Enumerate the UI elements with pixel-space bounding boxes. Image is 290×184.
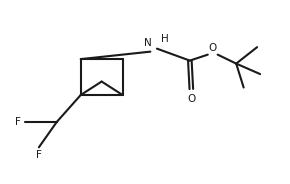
Text: H: H — [161, 34, 168, 44]
Text: O: O — [208, 43, 216, 53]
Text: F: F — [36, 150, 42, 160]
Text: O: O — [187, 94, 195, 104]
Text: F: F — [15, 117, 21, 127]
Text: N: N — [144, 38, 152, 48]
